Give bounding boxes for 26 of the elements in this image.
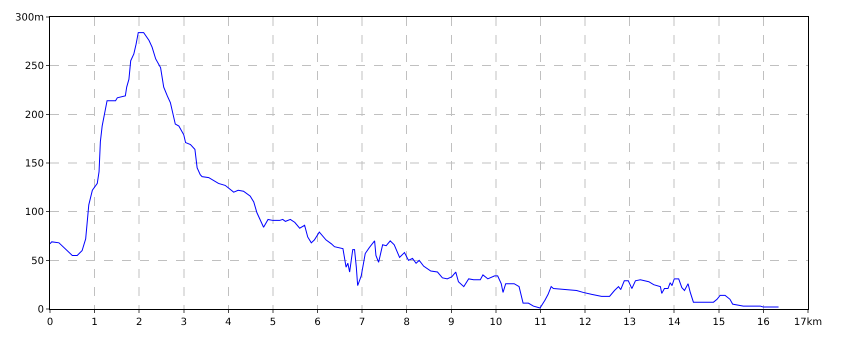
x-tick-label: 15 (712, 317, 726, 328)
line-series (50, 32, 780, 309)
x-tick-label: 0 (46, 317, 54, 328)
x-tick-label: 14 (668, 317, 681, 328)
x-tick-label: 5 (270, 317, 276, 328)
x-tick-label: 8 (404, 317, 410, 328)
x-tick-label: 6 (314, 317, 321, 328)
x-tick-label: 13 (623, 317, 636, 328)
y-tick-label: 50 (31, 256, 44, 267)
x-tick-label: 2 (136, 317, 142, 328)
x-tick-label: 7 (358, 317, 366, 328)
x-tick-label: 11 (534, 317, 547, 328)
x-tick-label: 12 (578, 317, 592, 328)
x-tick-label: 3 (180, 317, 187, 328)
y-tick-label: 250 (24, 61, 44, 72)
y-tick-label: 150 (24, 158, 44, 170)
x-tick-label: 16 (757, 317, 770, 328)
x-tick-label: 4 (225, 317, 232, 328)
x-tick-label: 9 (448, 317, 454, 328)
x-tick-label: 1 (91, 317, 98, 328)
y-tick-label: 100 (24, 207, 44, 218)
x-tick-label: 10 (490, 317, 502, 328)
y-tick-label: 0 (38, 304, 44, 316)
y-tick-label: 300m (15, 12, 44, 24)
y-tick-label: 200 (24, 110, 44, 121)
x-tick-label: 17km (794, 317, 822, 328)
